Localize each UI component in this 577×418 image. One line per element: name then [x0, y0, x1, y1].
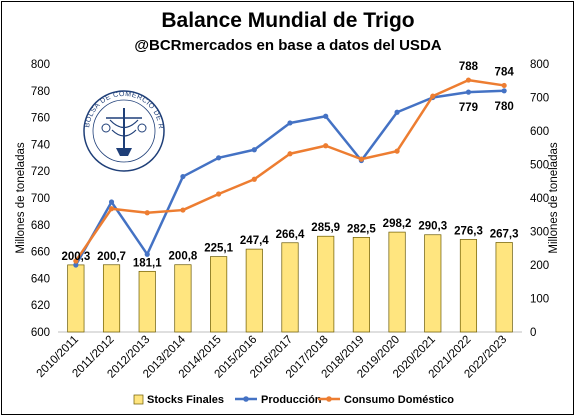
right-tick-label: 200 — [530, 260, 549, 272]
legend-swatch-marker — [326, 396, 332, 402]
bar-stocks-finales — [102, 264, 121, 333]
line-point — [216, 155, 222, 161]
bar-value-label: 282,5 — [347, 223, 376, 235]
bar-value-label: 200,3 — [61, 251, 90, 263]
line-point — [394, 148, 400, 154]
line-point — [180, 173, 186, 180]
bar-value-label: 200,7 — [97, 251, 126, 263]
chart-title: Balance Mundial de Trigo — [161, 9, 414, 32]
left-tick-label: 660 — [31, 247, 50, 259]
line-point — [501, 88, 507, 94]
left-tick-label: 740 — [31, 139, 50, 151]
svg-text:BOLSA DE COMERCIO DE ROSARIO: BOLSA DE COMERCIO DE ROSARIO — [0, 0, 164, 130]
left-tick-label: 600 — [31, 327, 50, 339]
legend: Stocks Finales Producción Consumo Doméstic… — [133, 394, 454, 406]
bar-stocks-finales — [459, 239, 478, 333]
legend-label: Stocks Finales — [147, 394, 224, 406]
left-tick-label: 800 — [31, 59, 50, 71]
right-axis-label: Millones de toneladas — [548, 142, 560, 253]
bar-stocks-finales — [352, 237, 370, 333]
left-tick-label: 720 — [31, 166, 50, 178]
bar-stocks-finales — [138, 270, 156, 333]
line-point — [144, 210, 150, 216]
left-tick-label: 760 — [31, 113, 50, 125]
chart-subtitle: @BCRmercados en base a datos del USDA — [134, 37, 441, 54]
legend-label: Producción — [261, 394, 322, 406]
right-tick-label: 400 — [530, 193, 549, 205]
line-point — [108, 206, 115, 212]
bar-stocks-finales — [174, 264, 192, 333]
bar-value-label: 181,1 — [133, 257, 162, 269]
line-point — [144, 251, 150, 257]
bar-value-label: 267,3 — [490, 228, 519, 240]
bar-stocks-finales — [245, 248, 263, 333]
bar-stocks-finales — [281, 242, 299, 333]
right-tick-label: 700 — [530, 93, 549, 105]
bar-value-label: 290,3 — [418, 221, 447, 233]
bar-value-label: 266,4 — [276, 229, 305, 241]
line-point — [108, 199, 115, 205]
left-tick-label: 640 — [31, 273, 50, 285]
line-point — [73, 258, 79, 264]
line-point — [216, 191, 222, 197]
bar-stocks-finales — [388, 231, 406, 333]
bar-stocks-finales — [317, 235, 335, 333]
line-point — [394, 109, 400, 115]
bar-value-label: 285,9 — [311, 222, 340, 234]
right-tick-label: 800 — [530, 59, 549, 71]
line-point — [465, 77, 472, 83]
line-point — [251, 147, 257, 153]
line-point — [323, 113, 329, 119]
line-point — [358, 156, 364, 162]
left-tick-label: 780 — [31, 86, 50, 98]
left-axis-label: Millones de toneladas — [15, 142, 27, 253]
bar-value-label: 247,4 — [240, 235, 269, 247]
consumo-value-label: 784 — [495, 66, 515, 78]
consumo-value-label: 788 — [459, 61, 479, 73]
line-point — [73, 262, 79, 268]
left-tick-label: 620 — [31, 300, 50, 312]
line-point — [251, 176, 257, 182]
bar-stocks-finales — [67, 264, 85, 333]
right-tick-label: 100 — [530, 294, 549, 306]
bar-stocks-finales — [210, 256, 228, 333]
line-point — [180, 207, 186, 213]
left-tick-label: 680 — [31, 220, 50, 232]
bar-stocks-finales — [495, 242, 513, 333]
line-point — [465, 89, 472, 95]
bar-stocks-finales — [424, 234, 442, 333]
right-tick-label: 0 — [530, 327, 536, 339]
bar-value-label: 200,8 — [169, 251, 198, 263]
bar-value-label: 276,3 — [454, 225, 483, 237]
line-point — [501, 82, 507, 89]
produccion-value-label: 779 — [459, 102, 478, 114]
right-tick-label: 300 — [530, 227, 549, 239]
right-tick-label: 600 — [530, 126, 549, 138]
bar-value-label: 225,1 — [204, 243, 233, 255]
line-point — [287, 151, 293, 157]
line-point — [430, 93, 436, 99]
right-tick-label: 500 — [530, 160, 549, 172]
left-tick-label: 700 — [31, 193, 50, 205]
line-point — [323, 143, 329, 149]
bar-value-label: 298,2 — [383, 218, 412, 230]
produccion-value-label: 780 — [495, 101, 514, 113]
legend-label: Consumo Doméstico — [344, 394, 454, 406]
legend-swatch-bar — [133, 394, 144, 405]
legend-swatch-marker — [243, 396, 249, 402]
line-point — [287, 120, 293, 126]
